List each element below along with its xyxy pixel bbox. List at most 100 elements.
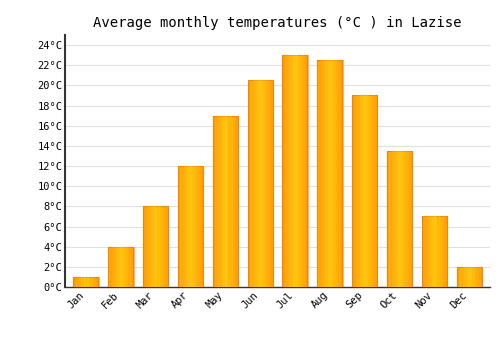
Bar [324,60,325,287]
Bar [163,206,164,287]
Bar [431,216,432,287]
Bar [480,267,482,287]
Bar [143,206,168,287]
Bar [226,116,227,287]
Bar [89,277,90,287]
Bar [438,216,439,287]
Bar [362,96,364,287]
Bar [332,60,333,287]
Bar [298,55,300,287]
Bar [422,216,423,287]
Bar [466,267,467,287]
Bar [188,166,190,287]
Bar [160,206,162,287]
Bar [198,166,199,287]
Bar [442,216,443,287]
Bar [260,80,262,287]
Bar [236,116,238,287]
Bar [266,80,268,287]
Bar [330,60,332,287]
Bar [168,206,170,287]
Bar [212,116,214,287]
Bar [108,247,110,287]
Bar [358,96,360,287]
Bar [459,267,460,287]
Bar [84,277,85,287]
Bar [471,267,472,287]
Bar [230,116,231,287]
Bar [254,80,256,287]
Bar [391,151,392,287]
Bar [214,116,216,287]
Bar [475,267,476,287]
Bar [406,151,408,287]
Bar [192,166,194,287]
Bar [202,166,203,287]
Bar [341,60,342,287]
Bar [392,151,394,287]
Bar [354,96,356,287]
Bar [470,267,471,287]
Bar [92,277,93,287]
Bar [212,116,238,287]
Bar [377,96,378,287]
Bar [190,166,191,287]
Bar [326,60,328,287]
Bar [366,96,368,287]
Bar [435,216,436,287]
Bar [360,96,361,287]
Bar [78,277,80,287]
Bar [336,60,337,287]
Bar [400,151,402,287]
Bar [155,206,156,287]
Bar [150,206,151,287]
Bar [439,216,440,287]
Bar [342,60,344,287]
Bar [302,55,304,287]
Title: Average monthly temperatures (°C ) in Lazise: Average monthly temperatures (°C ) in La… [93,16,462,30]
Bar [296,55,297,287]
Bar [178,166,179,287]
Bar [390,151,391,287]
Bar [333,60,334,287]
Bar [284,55,285,287]
Bar [253,80,254,287]
Bar [447,216,448,287]
Bar [464,267,466,287]
Bar [422,216,447,287]
Bar [410,151,412,287]
Bar [322,60,324,287]
Bar [329,60,330,287]
Bar [97,277,98,287]
Bar [111,247,112,287]
Bar [203,166,204,287]
Bar [325,60,326,287]
Bar [472,267,474,287]
Bar [434,216,435,287]
Bar [476,267,478,287]
Bar [85,277,86,287]
Bar [148,206,150,287]
Bar [249,80,250,287]
Bar [373,96,374,287]
Bar [463,267,464,287]
Bar [74,277,98,287]
Bar [119,247,120,287]
Bar [395,151,396,287]
Bar [112,247,114,287]
Bar [220,116,222,287]
Bar [432,216,434,287]
Bar [293,55,294,287]
Bar [144,206,146,287]
Bar [320,60,321,287]
Bar [306,55,308,287]
Bar [372,96,373,287]
Bar [122,247,124,287]
Bar [74,277,76,287]
Bar [387,151,412,287]
Bar [427,216,428,287]
Bar [110,247,111,287]
Bar [227,116,228,287]
Bar [396,151,398,287]
Bar [191,166,192,287]
